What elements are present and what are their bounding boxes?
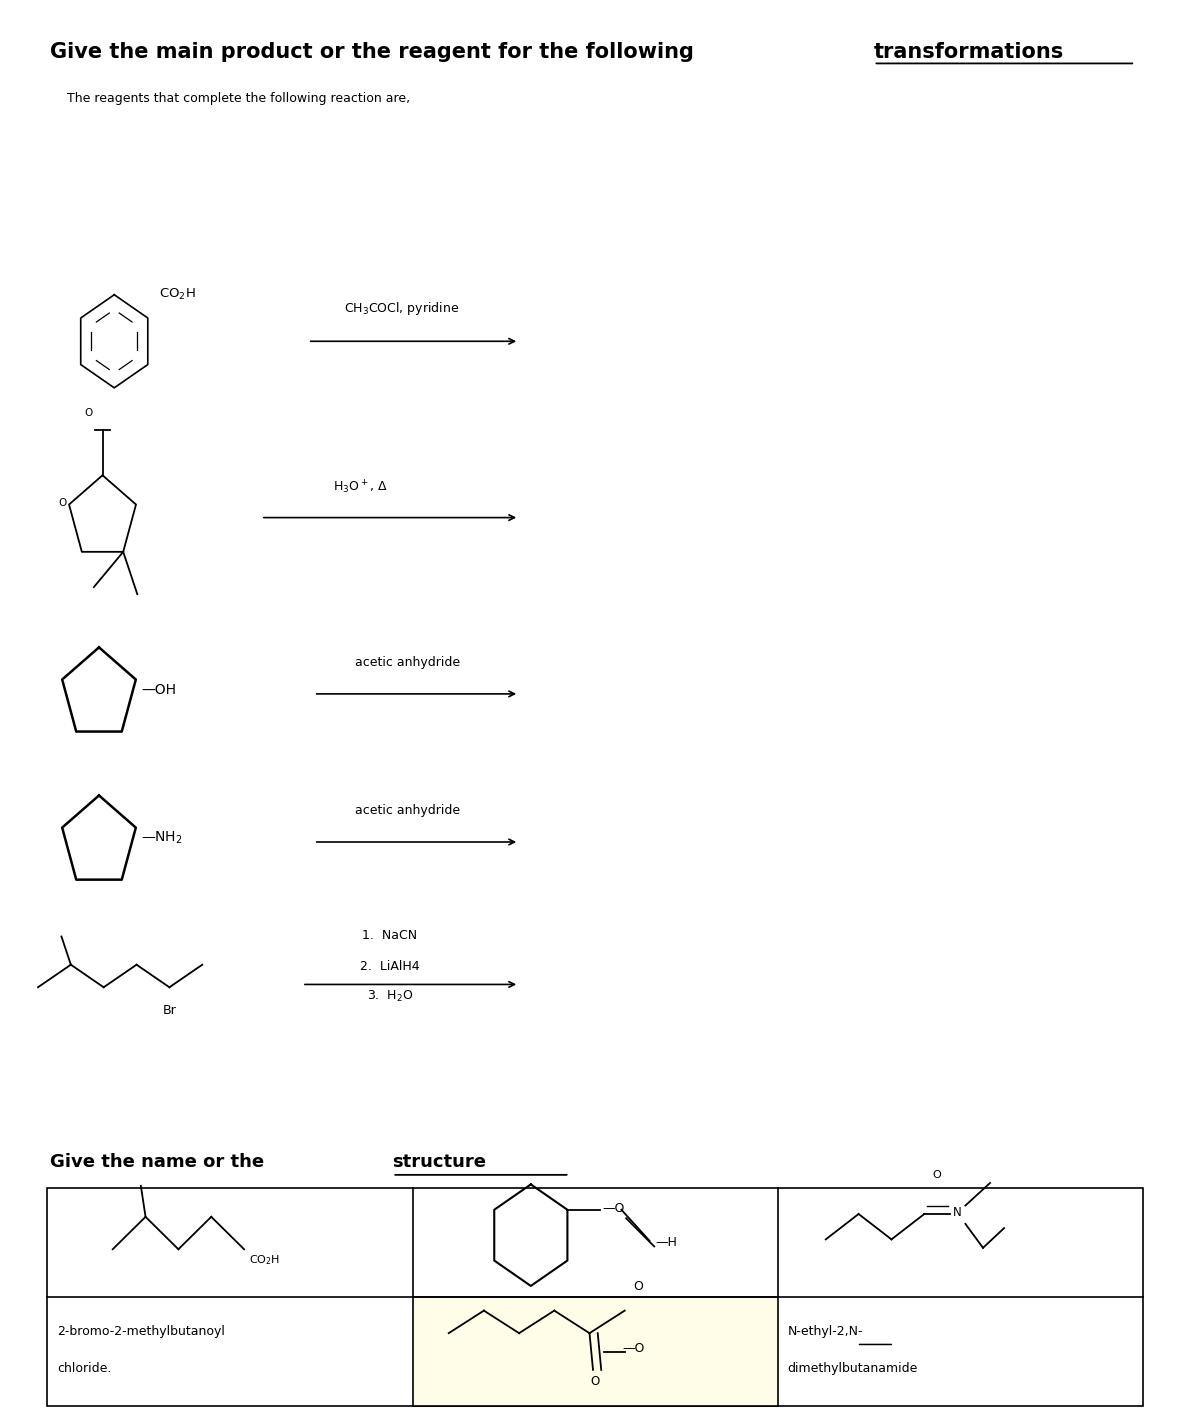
Text: N: N (953, 1206, 962, 1219)
Text: 3.  H$_2$O: 3. H$_2$O (367, 990, 413, 1004)
Text: $\mathsf{CH_3COCl}$, pyridine: $\mathsf{CH_3COCl}$, pyridine (344, 300, 460, 317)
Text: chloride.: chloride. (57, 1362, 111, 1375)
Text: transformations: transformations (874, 42, 1063, 62)
Text: dimethylbutanamide: dimethylbutanamide (788, 1362, 917, 1375)
Text: —OH: —OH (141, 683, 176, 697)
Text: O: O (591, 1375, 600, 1389)
Text: —H: —H (656, 1236, 677, 1249)
Text: The reagents that complete the following reaction are,: The reagents that complete the following… (67, 92, 410, 105)
Text: 2.  LiAlH4: 2. LiAlH4 (361, 960, 420, 973)
Text: —O: —O (623, 1342, 645, 1355)
Text: O: O (933, 1170, 942, 1180)
Text: N-ethyl-2,N-: N-ethyl-2,N- (788, 1325, 863, 1338)
Text: $\mathsf{H_3O^+}$, $\Delta$: $\mathsf{H_3O^+}$, $\Delta$ (334, 479, 388, 497)
Text: acetic anhydride: acetic anhydride (355, 656, 460, 668)
Text: O: O (633, 1280, 643, 1293)
Bar (413, 1297, 778, 1406)
Text: Give the name or the: Give the name or the (50, 1153, 270, 1171)
Text: $\mathsf{CO_2H}$: $\mathsf{CO_2H}$ (249, 1253, 279, 1267)
Text: 1.  NaCN: 1. NaCN (362, 929, 417, 942)
Text: —O: —O (602, 1202, 625, 1215)
Text: O: O (58, 498, 66, 508)
Text: 2-bromo-2-methylbutanoyl: 2-bromo-2-methylbutanoyl (57, 1325, 225, 1338)
Text: O: O (85, 408, 93, 418)
Text: Br: Br (163, 1004, 177, 1017)
Text: Give the main product or the reagent for the following: Give the main product or the reagent for… (50, 42, 700, 62)
Text: —NH$_2$: —NH$_2$ (141, 830, 183, 845)
Text: structure: structure (393, 1153, 487, 1171)
Text: $\mathsf{CO_2H}$: $\mathsf{CO_2H}$ (159, 286, 196, 302)
Bar (47, 1188, 1144, 1406)
Text: acetic anhydride: acetic anhydride (355, 804, 460, 817)
